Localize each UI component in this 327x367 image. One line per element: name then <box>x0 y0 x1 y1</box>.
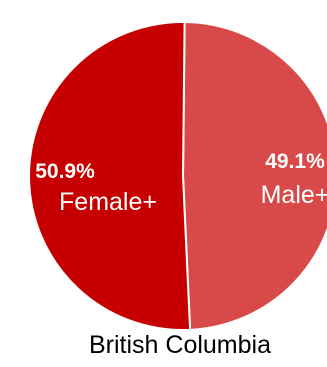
pie-labels: 49.1% Male+ 50.9% Female+ <box>35 150 327 216</box>
data-label-category: Female+ <box>59 188 157 216</box>
data-label-category: Male+ <box>261 181 327 209</box>
data-label-value: 49.1% <box>265 150 325 173</box>
pie-slice-female <box>28 21 192 331</box>
chart-caption: British Columbia <box>88 331 271 359</box>
pie-slices <box>28 20 327 331</box>
data-label-value: 50.9% <box>35 160 95 183</box>
pie-slice-male <box>181 20 327 331</box>
